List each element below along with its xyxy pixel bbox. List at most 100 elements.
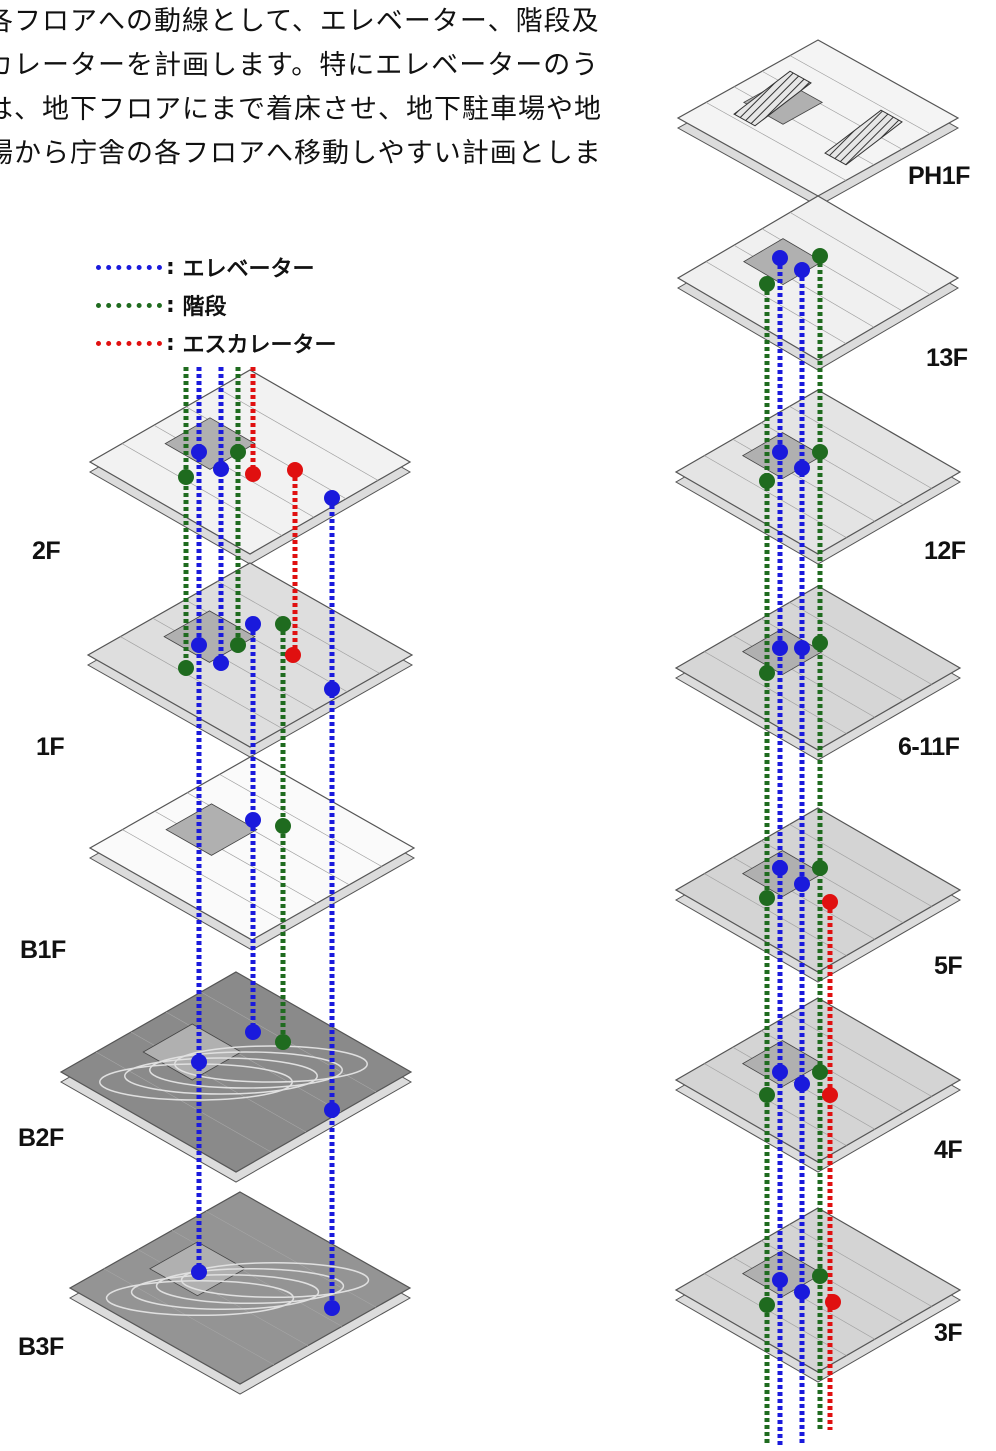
floor-label-2f: 2F [32,537,61,565]
route-dot-r15 [759,890,775,906]
plate-b2f-ramp-3 [174,1045,368,1083]
floor-label-13f: 13F [926,344,968,372]
route-dot-l17 [245,1024,261,1040]
route-dot-r18 [794,1076,810,1092]
plate-ph1f-grid-b4 [705,102,847,181]
floor-label-3f: 3F [934,1319,963,1347]
route-dot-l4 [245,466,261,482]
plate-ph1f-hatch-a [733,70,812,127]
route-dot-r25 [759,1297,775,1313]
route-dot-l2 [230,444,246,460]
route-dot-r2 [812,248,828,264]
route-dot-r5 [794,460,810,476]
plate-ph1f [676,39,960,207]
plate-2f-grid-b1 [217,388,379,481]
route-dot-l1 [213,461,229,477]
route-dot-r19 [812,1064,828,1080]
plate-2f-grid-b4 [121,443,283,536]
plate-b1f-grid-b4 [122,829,285,922]
floor-label-5f: 5F [934,952,963,980]
intro-line-2: カレーターを計画します。特にエレベーターのう [0,50,600,81]
floor-label-ph1f: PH1F [908,162,970,190]
legend-elevator-label: エレベーター [182,257,315,282]
route-dot-l12 [275,616,291,632]
left-floor-plates [59,369,416,1395]
route-dot-r8 [772,640,788,656]
plate-12f-grid-b1 [789,406,932,489]
route-dot-r11 [759,665,775,681]
plate-b3f-slab [68,1191,412,1385]
route-dot-r22 [772,1272,788,1288]
floor-label-1f: 1F [36,733,65,761]
legend-stairs: : 階段 [96,286,337,324]
route-dot-r7 [759,473,775,489]
route-dot-r23 [794,1284,810,1300]
plate-2f-slab [88,369,412,555]
intro-line-4: 場から庁舎の各フロアへ移動しやすい計画としま [0,138,602,169]
route-dot-l10 [178,660,194,676]
route-dot-l9 [230,637,246,653]
route-dot-r10 [812,635,828,651]
plate-6-11f-grid-b4 [704,651,847,734]
route-dot-l19 [191,1054,207,1070]
plate-5f-grid-b1 [789,824,932,907]
plate-ph1f-hatch-b [824,109,903,166]
route-dot-l21 [191,1264,207,1280]
route-dot-l22 [324,1300,340,1316]
plate-b2f-slab [59,971,413,1173]
route-dot-l11 [245,616,261,632]
route-dot-l16 [275,818,291,834]
route-dot-r17 [772,1064,788,1080]
plate-5f-grid-b4 [704,873,847,956]
plate-b3f-ramp-1 [130,1273,320,1311]
vertical-routes [178,248,841,1445]
plate-b1f-core [165,803,258,856]
floor-label-b2f: B2F [18,1124,64,1152]
plate-b3f [68,1191,412,1395]
plate-b2f [59,971,413,1183]
route-dot-l13 [285,647,301,663]
plate-1f-grid-b1 [217,581,380,674]
floor-label-12f: 12F [924,537,966,565]
plate-12f-grid-b4 [704,455,847,538]
route-dot-l14 [324,681,340,697]
route-dot-l8 [213,655,229,671]
plate-3f-grid-b4 [704,1273,847,1356]
plate-b2f-core [142,1023,243,1081]
route-dot-l6 [324,490,340,506]
plate-3f-grid-b1 [789,1224,932,1307]
route-dot-l7 [191,637,207,653]
route-dot-r16 [822,894,838,910]
plate-13f-grid-b4 [705,261,847,344]
plate-4f-grid-b4 [704,1063,847,1146]
plate-b1f-grid-b1 [219,774,382,867]
escalator-swatch [96,340,162,346]
intro-line-1: 各フロアへの動線として、エレベーター、階段及 [0,6,600,37]
route-dot-l15 [245,812,261,828]
legend-escalator-sep: : [166,330,175,356]
stairs-swatch [96,302,162,308]
plate-13f-grid-b1 [789,212,931,295]
plate-ph1f-grid-b1 [789,55,931,134]
route-dot-l5 [287,462,303,478]
plate-1f-slab [86,562,414,748]
route-dot-r12 [772,860,788,876]
route-dot-r20 [759,1087,775,1103]
route-dot-r6 [812,444,828,460]
route-dot-r24 [812,1268,828,1284]
plate-4f-grid-b1 [789,1014,932,1097]
plate-1f [86,562,414,758]
elevator-swatch [96,264,162,270]
legend-elevator-sep: : [166,254,175,280]
floor-label-6-11f: 6-11F [898,733,960,761]
route-dot-r4 [772,444,788,460]
floor-label-b3f: B3F [18,1333,64,1361]
legend-stairs-sep: : [166,292,175,318]
floor-label-b1f: B1F [20,936,66,964]
route-dot-r26 [825,1294,841,1310]
plate-b3f-ramp-2 [155,1267,345,1305]
plate-6-11f-grid-b1 [789,602,932,685]
route-dot-l20 [324,1102,340,1118]
route-dot-r13 [794,876,810,892]
